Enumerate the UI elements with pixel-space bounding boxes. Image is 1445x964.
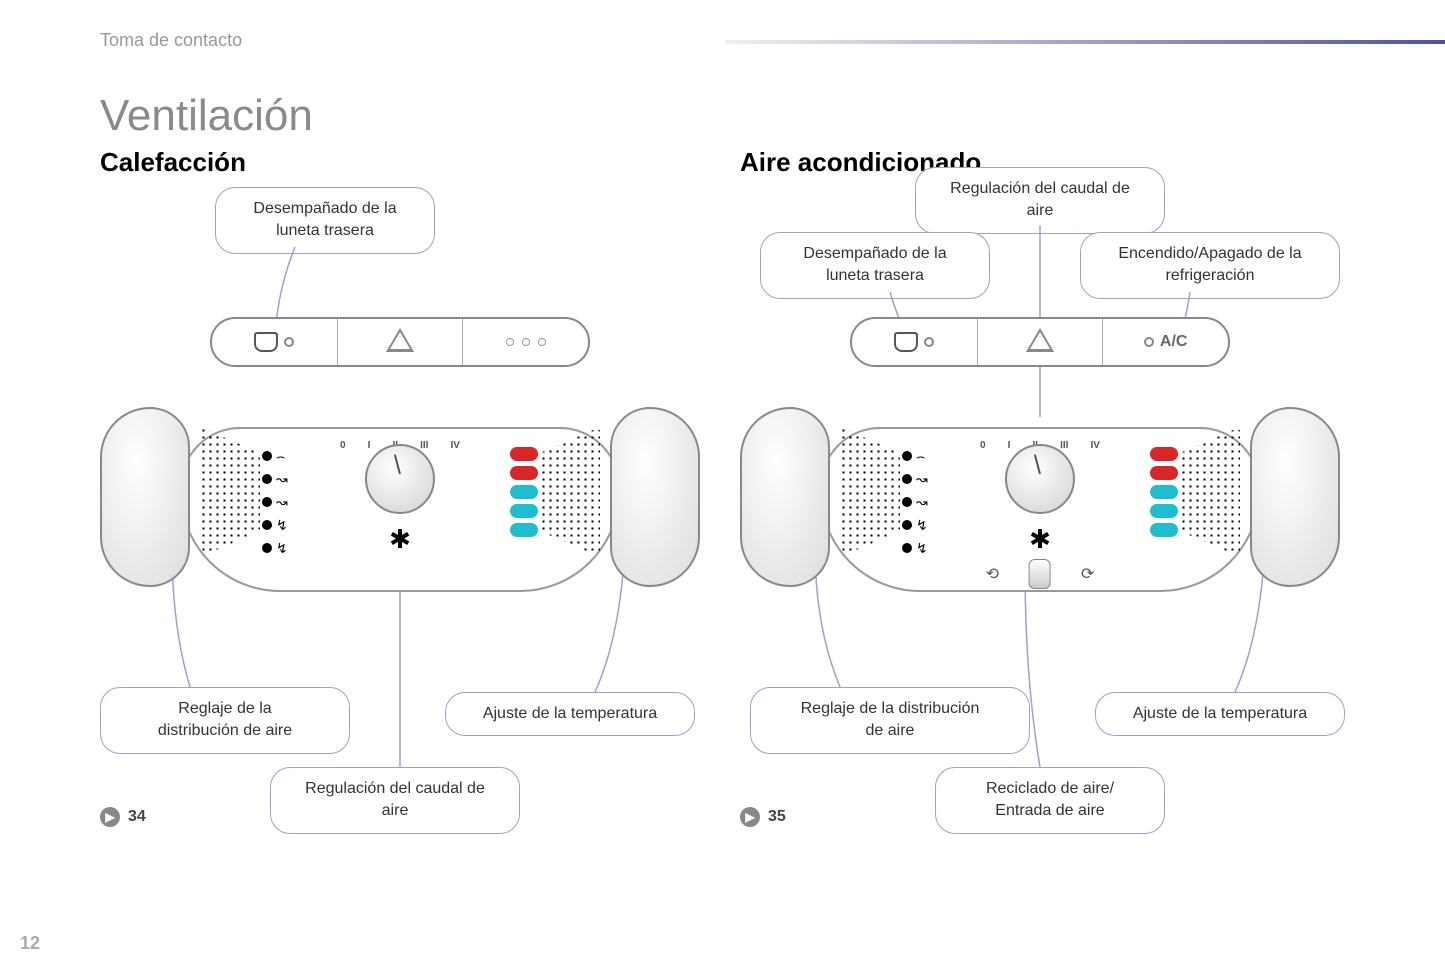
page-ref-icon: ▶ <box>740 807 760 827</box>
temperature-scale <box>510 447 538 537</box>
control-panel: 0IIIIIIIV ✱ ⌢ ↝ ↝ ↯ ↯ <box>740 397 1340 597</box>
temp-hot-pill <box>1150 466 1178 480</box>
fan-icon: ✱ <box>1029 524 1051 555</box>
ac-column: Aire acondicionado Regulación del caudal… <box>740 147 1340 847</box>
page-reference[interactable]: ▶ 34 <box>100 807 146 827</box>
page-title: Ventilación <box>100 91 1345 141</box>
callout-air-distribution: Reglaje de la distribuciónde aire <box>750 687 1030 754</box>
page-ref-number: 34 <box>128 808 146 826</box>
control-panel: 0IIIIIIIV ✱ ⌢ ↝ ↝ ↯ ↯ <box>100 397 700 597</box>
blank-button <box>463 319 588 365</box>
callout-airflow: Regulación del caudal deaire <box>915 167 1165 234</box>
recirc-in-icon: ⟲ <box>986 564 999 584</box>
heating-diagram: 0IIIIIIIV ✱ ⌢ ↝ ↝ ↯ ↯ <box>100 317 700 577</box>
temperature-scale <box>1150 447 1178 537</box>
hazard-icon <box>386 330 414 354</box>
ac-label: A/C <box>1160 333 1188 351</box>
temp-hot-pill <box>1150 447 1178 461</box>
recirculation-control: ⟲ ⟳ <box>986 559 1095 589</box>
fan-speed-dial[interactable] <box>1005 444 1075 514</box>
air-distribution-icons: ⌢ ↝ ↝ ↯ ↯ <box>902 447 932 557</box>
page-ref-icon: ▶ <box>100 807 120 827</box>
ac-toggle-button[interactable]: A/C <box>1103 319 1228 365</box>
manual-page: Toma de contacto Ventilación Calefacción… <box>0 0 1445 964</box>
indicator-icon <box>1144 337 1154 347</box>
page-ref-number: 35 <box>768 808 786 826</box>
temp-cold-pill <box>510 504 538 518</box>
page-number: 12 <box>20 933 40 954</box>
callout-air-distribution: Reglaje de ladistribución de aire <box>100 687 350 754</box>
defrost-icon <box>894 332 918 352</box>
temp-cold-pill <box>510 485 538 499</box>
recirc-out-icon: ⟳ <box>1081 564 1094 584</box>
indicator-icon <box>284 337 294 347</box>
button-bar: A/C <box>850 317 1230 367</box>
page-reference[interactable]: ▶ 35 <box>740 807 786 827</box>
callout-temperature: Ajuste de la temperatura <box>445 692 695 736</box>
callout-temperature: Ajuste de la temperatura <box>1095 692 1345 736</box>
temp-hot-pill <box>510 447 538 461</box>
indicator-icon <box>924 337 934 347</box>
hazard-button[interactable] <box>338 319 464 365</box>
header-gradient-bar <box>725 40 1445 44</box>
button-bar <box>210 317 590 367</box>
callout-airflow: Regulación del caudal deaire <box>270 767 520 834</box>
heating-subtitle: Calefacción <box>100 147 700 178</box>
fan-speed-dial[interactable] <box>365 444 435 514</box>
callout-rear-defog: Desempañado de laluneta trasera <box>215 187 435 254</box>
callout-rear-defog: Desempañado de laluneta trasera <box>760 232 990 299</box>
air-distribution-icons: ⌢ ↝ ↝ ↯ ↯ <box>262 447 292 557</box>
temp-cold-pill <box>1150 485 1178 499</box>
temp-hot-pill <box>510 466 538 480</box>
defrost-icon <box>254 332 278 352</box>
recirculation-switch[interactable] <box>1029 559 1051 589</box>
ac-diagram: A/C 0IIIIIIIV ✱ ⌢ ↝ ↝ ↯ <box>740 317 1340 577</box>
air-distribution-knob[interactable] <box>740 407 830 587</box>
callout-ac-toggle: Encendido/Apagado de larefrigeración <box>1080 232 1340 299</box>
dots-icon <box>506 338 546 346</box>
callout-recirculation: Reciclado de aire/Entrada de aire <box>935 767 1165 834</box>
temp-cold-pill <box>1150 523 1178 537</box>
rear-defog-button[interactable] <box>212 319 338 365</box>
temp-cold-pill <box>510 523 538 537</box>
hazard-icon <box>1026 330 1054 354</box>
fan-icon: ✱ <box>389 524 411 555</box>
air-distribution-knob[interactable] <box>100 407 190 587</box>
temp-cold-pill <box>1150 504 1178 518</box>
rear-defog-button[interactable] <box>852 319 978 365</box>
heating-column: Calefacción Desempañado de laluneta tras… <box>100 147 700 847</box>
temperature-knob[interactable] <box>1250 407 1340 587</box>
temperature-knob[interactable] <box>610 407 700 587</box>
hazard-button[interactable] <box>978 319 1104 365</box>
